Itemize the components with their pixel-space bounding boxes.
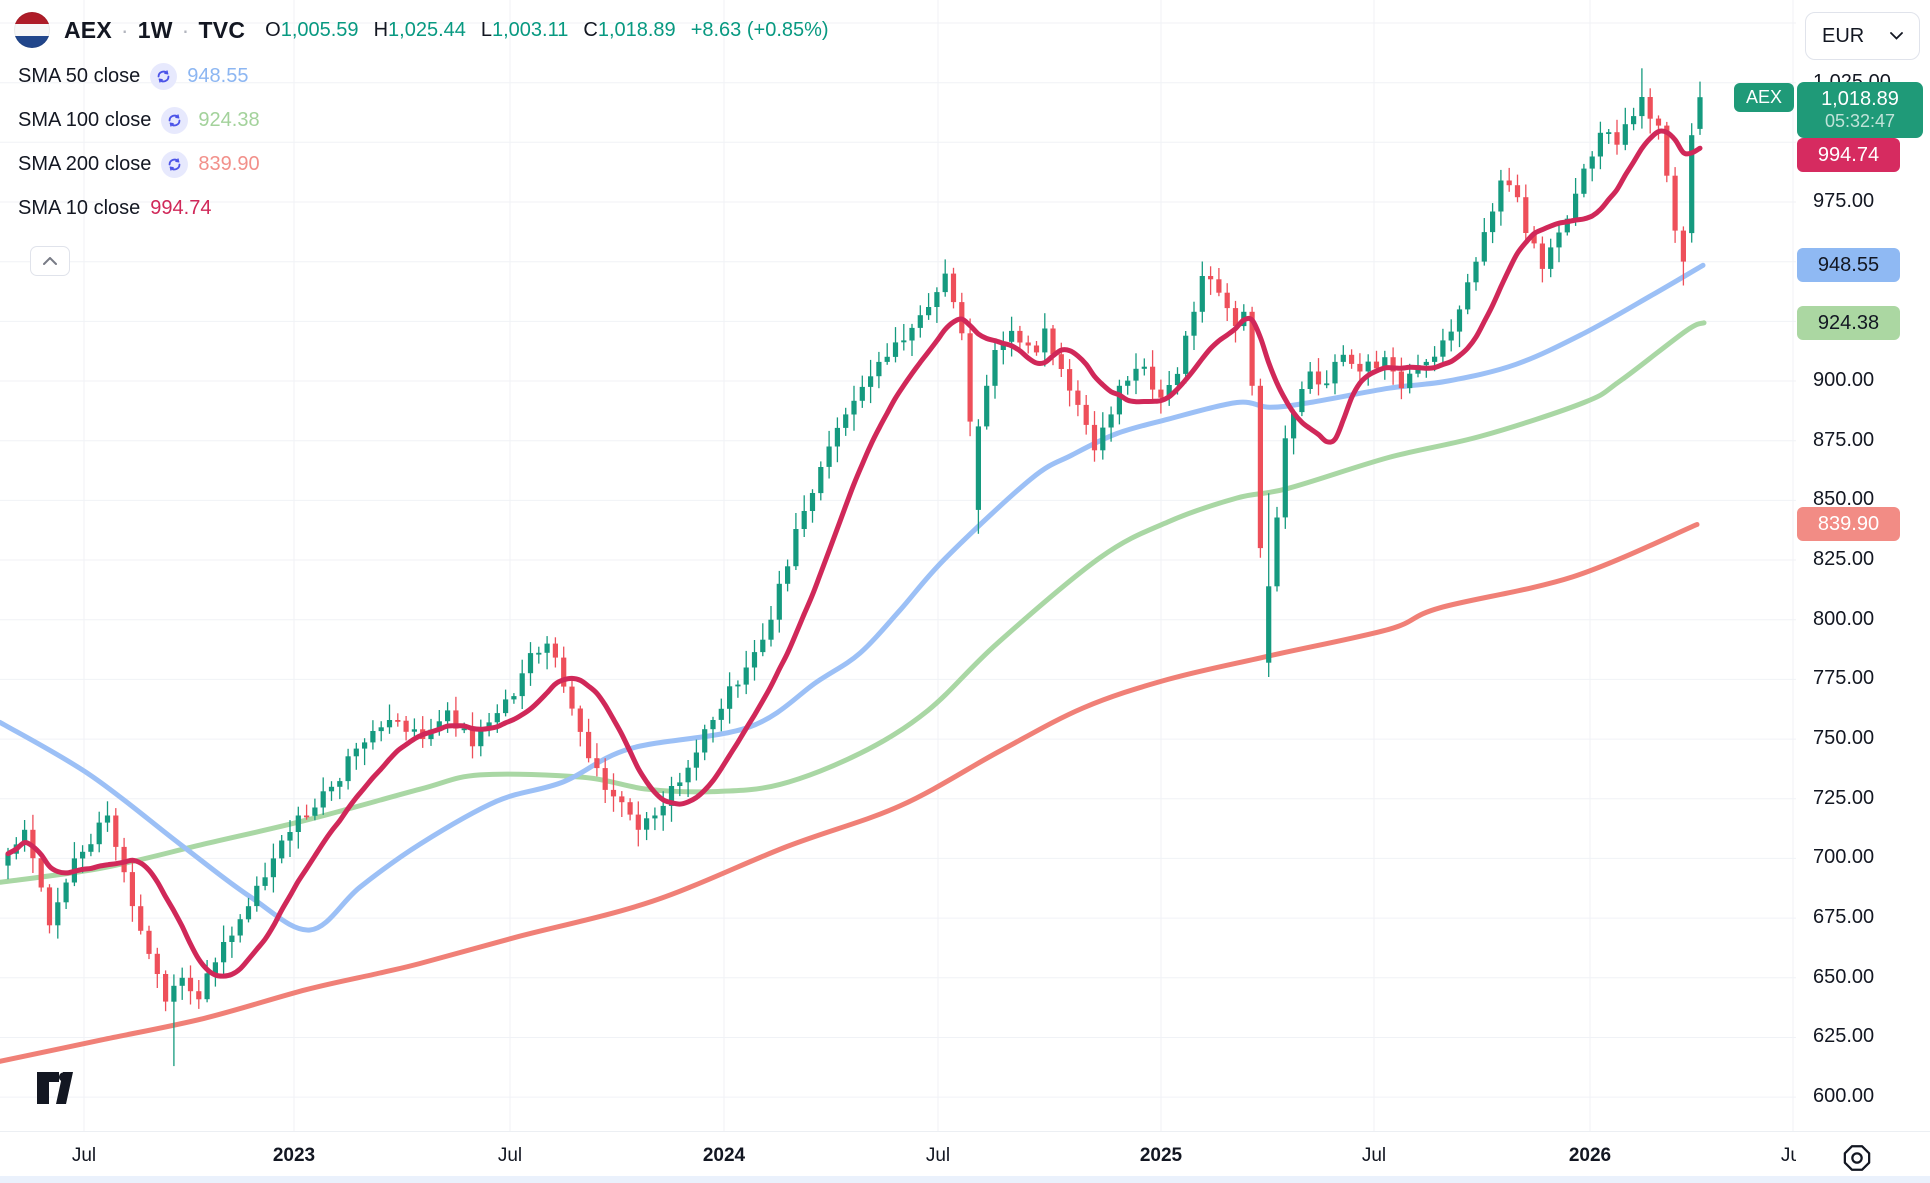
price-tick: 800.00	[1813, 608, 1875, 630]
sma-price-label: 994.74	[1797, 138, 1900, 172]
netherlands-flag-icon	[14, 12, 50, 48]
open-value: 1,005.59	[280, 18, 359, 41]
legend-label: SMA 200 close	[18, 153, 152, 175]
time-axis[interactable]: Jul 2023 Jul 2024 Jul 2025 Jul 2026 Jul	[0, 1131, 1796, 1183]
legend-label: SMA 100 close	[18, 109, 152, 131]
legend-row-sma100[interactable]: SMA 100 close 924.38	[18, 107, 260, 134]
time-tick: 2023	[272, 1145, 316, 1166]
sma-price-label: 924.38	[1797, 306, 1900, 340]
legend-value: 924.38	[198, 109, 260, 131]
sma-line-sma100[interactable]	[0, 320, 1707, 885]
sma-line-sma200[interactable]	[0, 522, 1700, 1064]
legend-value: 994.74	[150, 197, 212, 219]
price-tick: 675.00	[1813, 906, 1875, 928]
symbol-name: AEX	[64, 16, 112, 43]
open-label: O	[265, 18, 281, 41]
ohlc-readout: O1,005.59 H1,025.44 L1,003.11 C1,018.89 …	[265, 19, 828, 42]
refresh-icon[interactable]	[161, 151, 189, 178]
price-tick: 975.00	[1813, 190, 1875, 212]
refresh-icon[interactable]	[161, 107, 189, 134]
symbol-exchange: TVC	[198, 16, 246, 43]
low-value: 1,003.11	[492, 18, 569, 41]
price-tick: 625.00	[1813, 1025, 1875, 1047]
high-value: 1,025.44	[388, 18, 466, 41]
collapse-legend-button[interactable]	[30, 246, 70, 276]
symbol-timeframe: 1W	[137, 16, 173, 43]
gear-icon[interactable]	[1839, 1140, 1875, 1176]
last-price-label: 1,018.89 05:32:47	[1797, 82, 1923, 138]
legend-value: 839.90	[198, 153, 260, 175]
time-tick: 2024	[702, 1145, 746, 1166]
last-price-value: 1,018.89	[1821, 88, 1899, 111]
bottom-edge-strip	[0, 1176, 1930, 1183]
time-tick: Jul	[1361, 1145, 1387, 1166]
separator: ·	[120, 16, 129, 43]
change-value: +8.63 (+0.85%)	[690, 18, 829, 41]
price-tick: 650.00	[1813, 966, 1875, 988]
close-label: C	[583, 18, 598, 41]
axis-settings-corner	[1796, 1131, 1930, 1183]
sma-line-sma10[interactable]	[5, 128, 1703, 979]
time-tick: Jul	[925, 1145, 951, 1166]
legend-label: SMA 10 close	[18, 197, 141, 219]
time-tick: 2025	[1139, 1145, 1183, 1166]
symbol-title[interactable]: AEX · 1W · TVC	[64, 17, 245, 44]
currency-dropdown[interactable]: EUR	[1805, 12, 1920, 60]
symbol-header: AEX · 1W · TVC O1,005.59 H1,025.44 L1,00…	[14, 12, 829, 48]
price-tick: 900.00	[1813, 369, 1875, 391]
price-tick: 725.00	[1813, 787, 1875, 809]
low-label: L	[480, 18, 492, 41]
refresh-icon[interactable]	[150, 63, 178, 90]
price-tick: 700.00	[1813, 846, 1875, 868]
price-tick: 850.00	[1813, 488, 1875, 510]
time-tick: Jul	[497, 1145, 523, 1166]
legend-row-sma10[interactable]: SMA 10 close 994.74	[18, 197, 211, 220]
time-tick: Jul	[1780, 1145, 1796, 1166]
price-tick: 825.00	[1813, 548, 1875, 570]
tradingview-logo[interactable]	[36, 1071, 74, 1105]
currency-label: EUR	[1822, 24, 1865, 47]
legend-value: 948.55	[187, 65, 249, 87]
sma-price-label: 839.90	[1797, 507, 1900, 541]
candles[interactable]	[5, 68, 1703, 1067]
chevron-down-icon	[1890, 32, 1903, 40]
price-axis[interactable]: 1,050.001,025.001,000.00975.00950.00925.…	[1796, 0, 1930, 1131]
legend-row-sma200[interactable]: SMA 200 close 839.90	[18, 151, 260, 178]
legend-label: SMA 50 close	[18, 65, 141, 87]
time-tick: 2026	[1568, 1145, 1612, 1166]
sma-line-sma50[interactable]	[0, 262, 1706, 933]
price-tick: 775.00	[1813, 667, 1875, 689]
symbol-price-tag: AEX	[1734, 83, 1794, 112]
separator: ·	[181, 16, 190, 43]
time-tick: Jul	[71, 1145, 97, 1166]
grid	[0, 0, 1796, 1131]
high-label: H	[373, 18, 389, 41]
chevron-up-icon	[43, 257, 57, 265]
price-tick: 600.00	[1813, 1085, 1875, 1107]
price-tick: 750.00	[1813, 727, 1875, 749]
close-value: 1,018.89	[597, 18, 676, 41]
legend-row-sma50[interactable]: SMA 50 close 948.55	[18, 63, 248, 90]
bar-countdown: 05:32:47	[1824, 111, 1896, 132]
price-tick: 875.00	[1813, 429, 1875, 451]
sma-price-label: 948.55	[1797, 248, 1900, 282]
chart-canvas[interactable]	[0, 0, 1796, 1131]
